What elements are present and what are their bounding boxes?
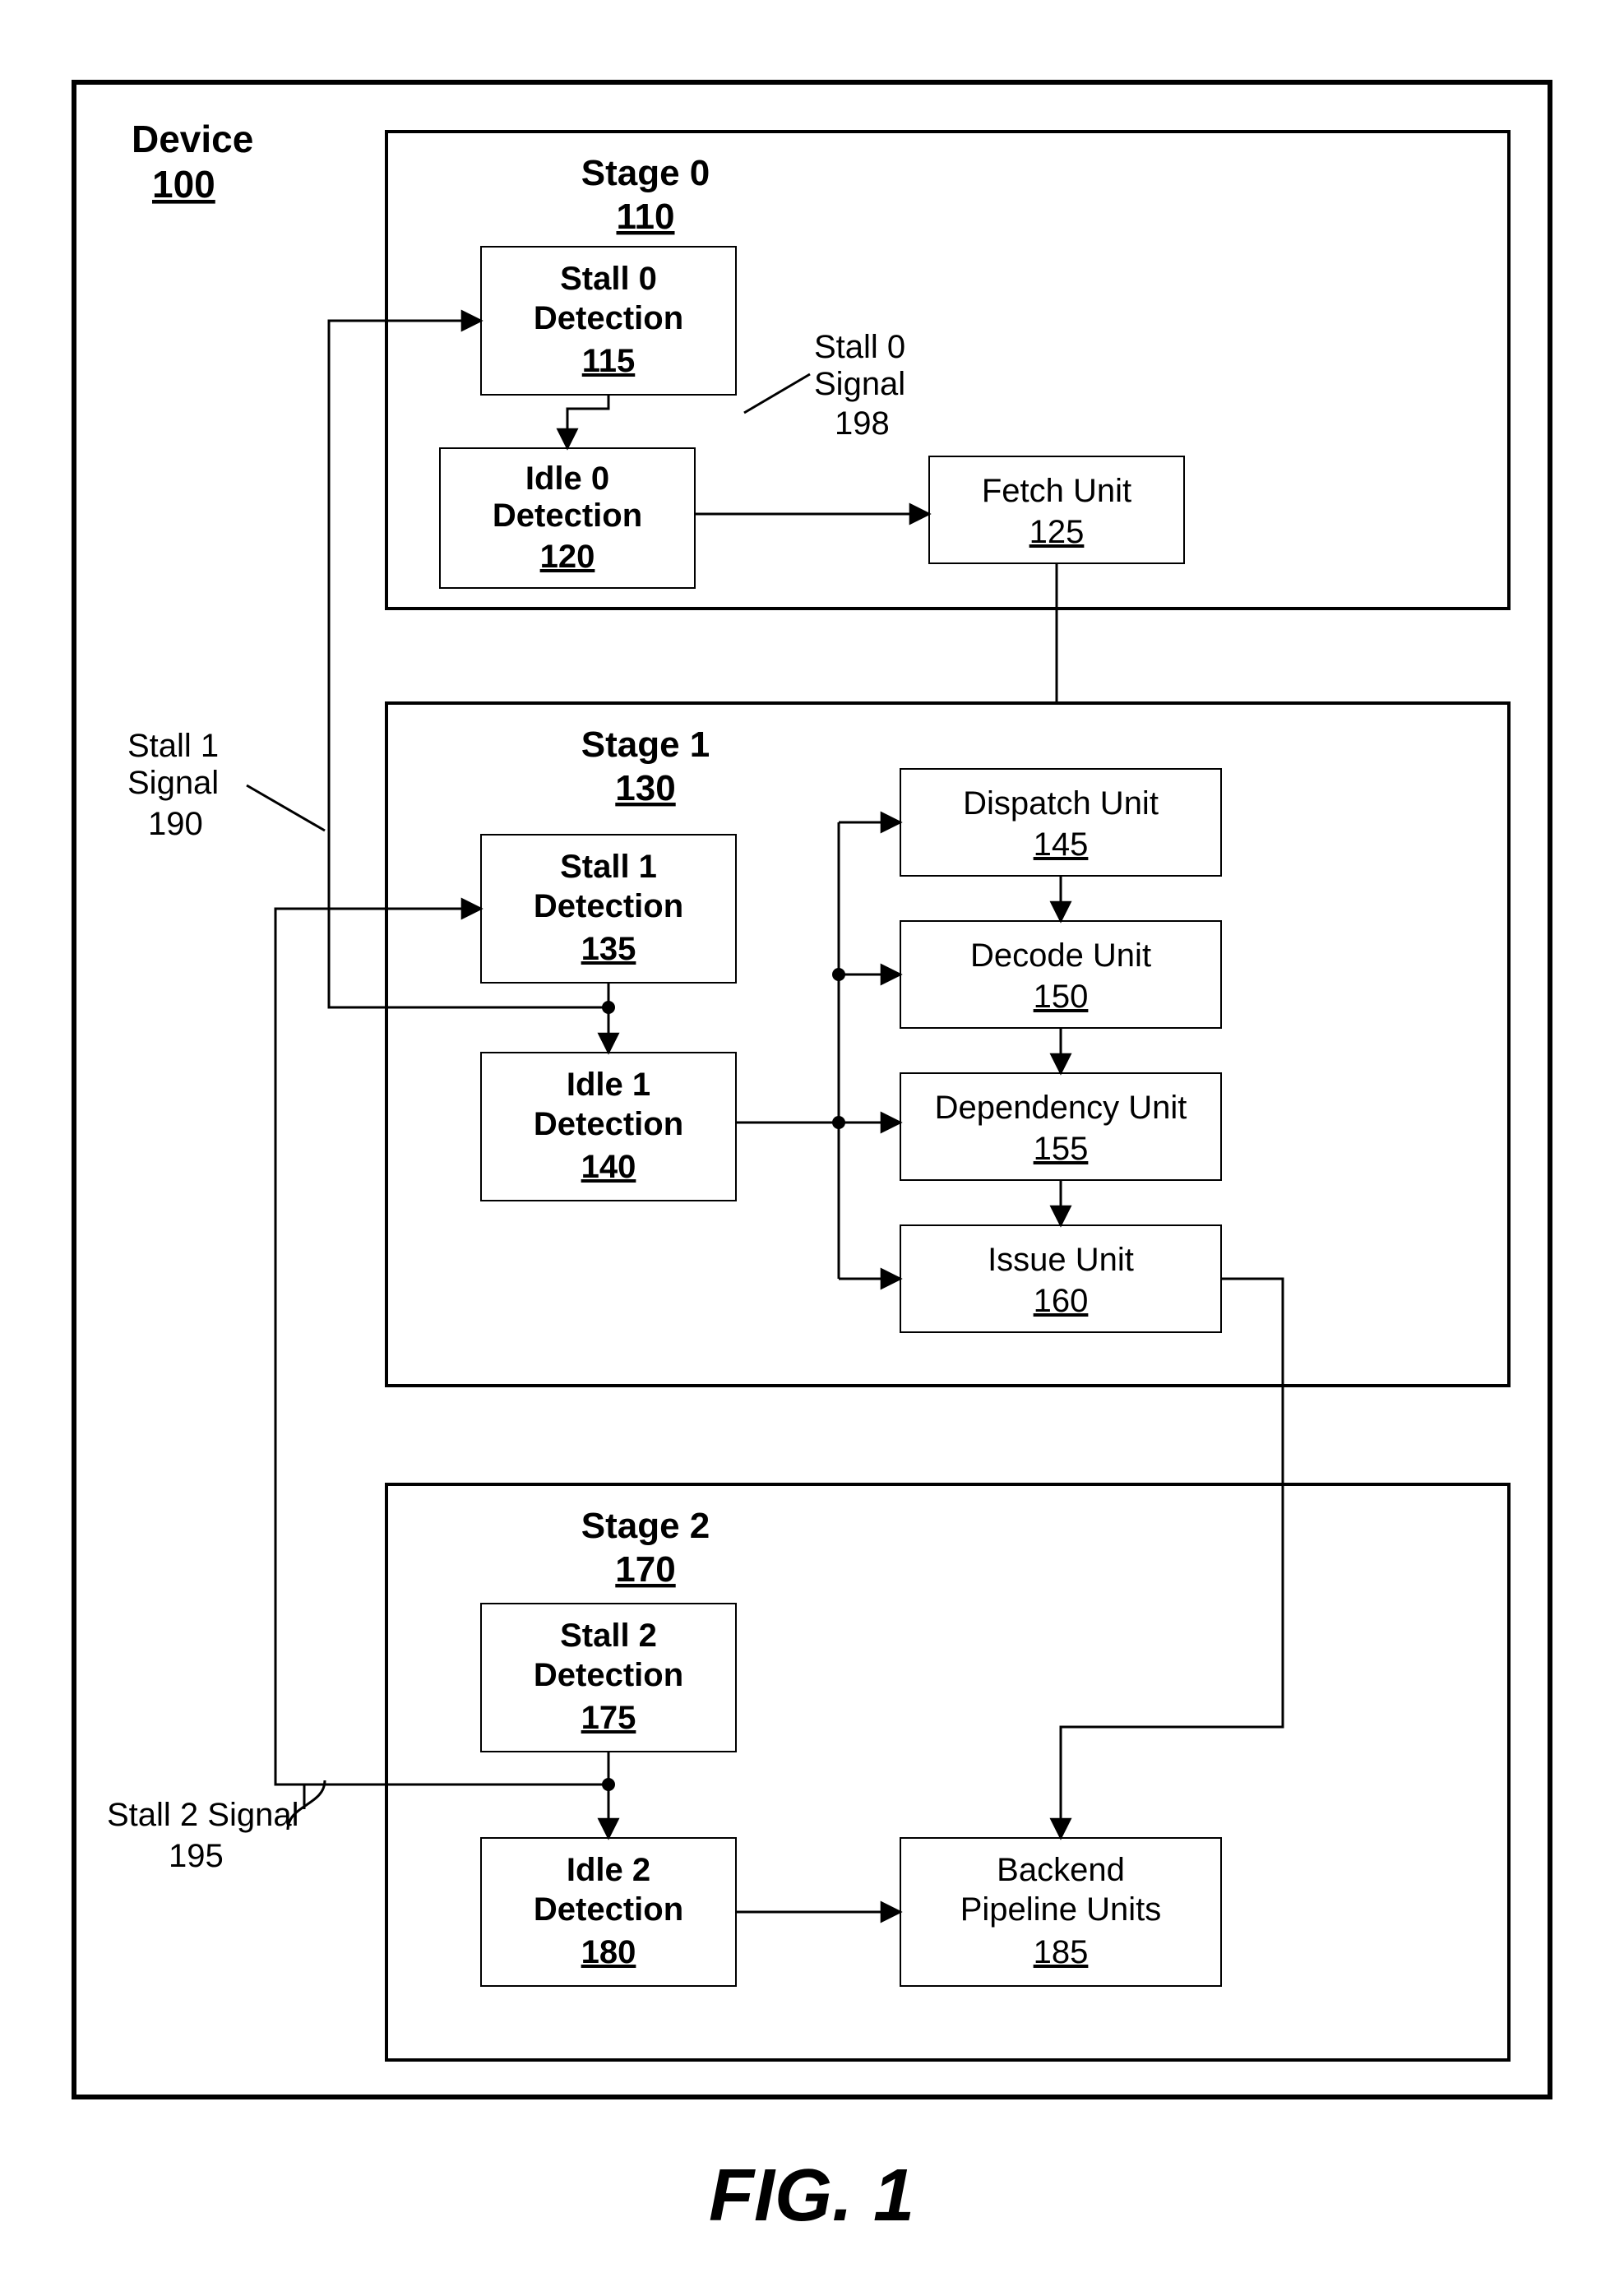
fetch-unit-num: 125 xyxy=(1029,514,1085,550)
backend-num: 185 xyxy=(1034,1934,1089,1970)
idle2-title-l2: Detection xyxy=(534,1891,683,1928)
stall0-signal-l1: Stall 0 xyxy=(814,329,905,365)
stall0-title-l2: Detection xyxy=(534,300,683,336)
issue-title: Issue Unit xyxy=(988,1242,1134,1278)
dispatch-title: Dispatch Unit xyxy=(963,785,1159,822)
stage2-title: Stage 2 xyxy=(581,1506,710,1546)
stall1-signal-l1: Stall 1 xyxy=(127,728,219,764)
stall2-title-l1: Stall 2 xyxy=(560,1618,657,1654)
idle1-num: 140 xyxy=(581,1149,636,1185)
dep-title: Dependency Unit xyxy=(935,1090,1187,1126)
diagram-canvas: Device 100 Stage 0 110 Stall 0 Detection… xyxy=(0,0,1624,2296)
decode-title: Decode Unit xyxy=(970,937,1151,974)
stage0-title: Stage 0 xyxy=(581,153,710,193)
dispatch-num: 145 xyxy=(1034,826,1089,863)
stall2-signal-label: Stall 2 Signal xyxy=(107,1797,298,1833)
decode-num: 150 xyxy=(1034,979,1089,1015)
figure-caption: FIG. 1 xyxy=(709,2155,914,2237)
stall2-num: 175 xyxy=(581,1700,636,1736)
issue-num: 160 xyxy=(1034,1283,1089,1319)
dep-num: 155 xyxy=(1034,1131,1089,1167)
idle1-title-l1: Idle 1 xyxy=(567,1067,650,1103)
idle2-num: 180 xyxy=(581,1934,636,1970)
stall0-num: 115 xyxy=(582,343,636,379)
device-num: 100 xyxy=(152,163,215,206)
backend-title-l2: Pipeline Units xyxy=(960,1891,1162,1928)
stall1-num: 135 xyxy=(581,931,636,967)
idle2-title-l1: Idle 2 xyxy=(567,1852,650,1888)
idle0-title-l2: Detection xyxy=(493,498,642,534)
stall0-title-l1: Stall 0 xyxy=(560,261,657,297)
stall1-signal-l2: Signal xyxy=(127,765,219,801)
idle1-title-l2: Detection xyxy=(534,1106,683,1142)
device-title: Device xyxy=(132,118,253,160)
stall2-title-l2: Detection xyxy=(534,1657,683,1693)
stall0-signal-l2: Signal xyxy=(814,366,905,402)
stall1-title-l2: Detection xyxy=(534,888,683,924)
idle0-num: 120 xyxy=(540,539,595,575)
stall0-signal-num: 198 xyxy=(835,405,890,442)
stage1-title: Stage 1 xyxy=(581,724,710,765)
idle0-title-l1: Idle 0 xyxy=(525,461,609,497)
stall1-signal-num: 190 xyxy=(148,806,203,842)
stall2-signal-num: 195 xyxy=(169,1838,224,1874)
stage1-num: 130 xyxy=(615,768,675,808)
fetch-unit-title: Fetch Unit xyxy=(982,473,1131,509)
stage2-num: 170 xyxy=(615,1549,675,1590)
backend-title-l1: Backend xyxy=(997,1852,1125,1888)
stage0-num: 110 xyxy=(617,197,675,237)
stall1-title-l1: Stall 1 xyxy=(560,849,657,885)
